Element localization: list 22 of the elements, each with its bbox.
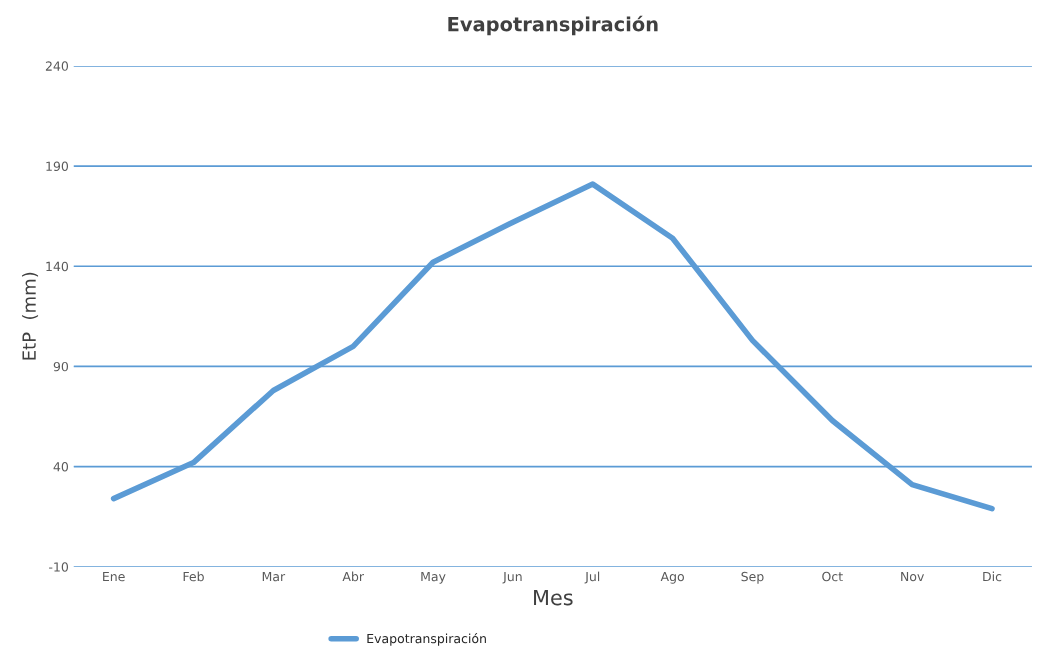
x-tick-label: Abr bbox=[342, 571, 365, 582]
y-tick-label: 190 bbox=[46, 161, 69, 171]
x-tick-label: Jun bbox=[502, 571, 522, 584]
y-tick-label: 240 bbox=[45, 61, 69, 71]
x-tick-label: Feb bbox=[183, 571, 204, 582]
x-tick-label: Jul bbox=[584, 571, 600, 584]
y-tick-label: -10 bbox=[49, 562, 69, 572]
x-tick-label: Oct bbox=[822, 571, 843, 582]
x-tick-label: Sep bbox=[741, 571, 764, 584]
y-tick-label: 40 bbox=[53, 462, 69, 472]
x-tick-label: Nov bbox=[901, 571, 924, 582]
x-tick-label: May bbox=[421, 571, 446, 584]
x-axis-title: Mes bbox=[534, 589, 573, 606]
x-tick-label: Mar bbox=[262, 571, 286, 582]
y-tick-label: 140 bbox=[46, 261, 69, 272]
x-tick-label: Ene bbox=[103, 571, 125, 582]
legend-label: Evapotranspiración bbox=[367, 633, 486, 646]
x-tick-label: Dic bbox=[983, 571, 1002, 582]
x-tick-label: Ago bbox=[660, 571, 684, 584]
chart-title: Evapotranspiración bbox=[448, 15, 658, 36]
y-axis-title: EtP (mm) bbox=[21, 272, 39, 360]
y-tick-label: 90 bbox=[53, 361, 69, 372]
